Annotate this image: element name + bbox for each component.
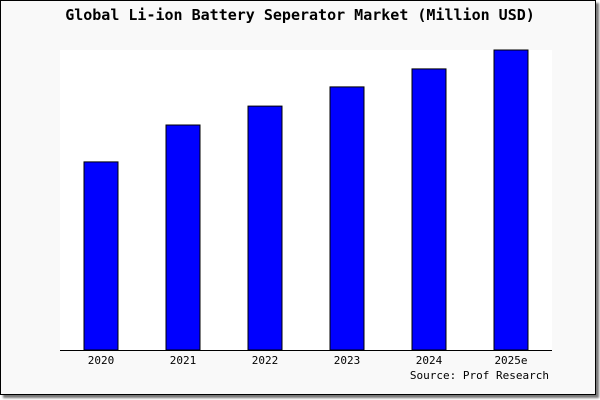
bar-2021 xyxy=(165,124,201,351)
plot-area xyxy=(60,50,552,350)
x-tick-label: 2020 xyxy=(88,354,115,367)
x-tick-label: 2021 xyxy=(170,354,197,367)
source-note: Source: Prof Research xyxy=(410,369,549,382)
bar-2024 xyxy=(411,68,447,351)
bar-2020 xyxy=(83,161,119,351)
x-tick-label: 2024 xyxy=(416,354,443,367)
bar-2022 xyxy=(247,105,283,351)
x-tick-label: 2023 xyxy=(334,354,361,367)
bar-2025e xyxy=(493,49,529,351)
chart-title: Global Li-ion Battery Seperator Market (… xyxy=(65,6,535,24)
bar-2023 xyxy=(329,86,365,351)
x-tick-label: 2025e xyxy=(494,354,527,367)
x-tick-label: 2022 xyxy=(252,354,279,367)
